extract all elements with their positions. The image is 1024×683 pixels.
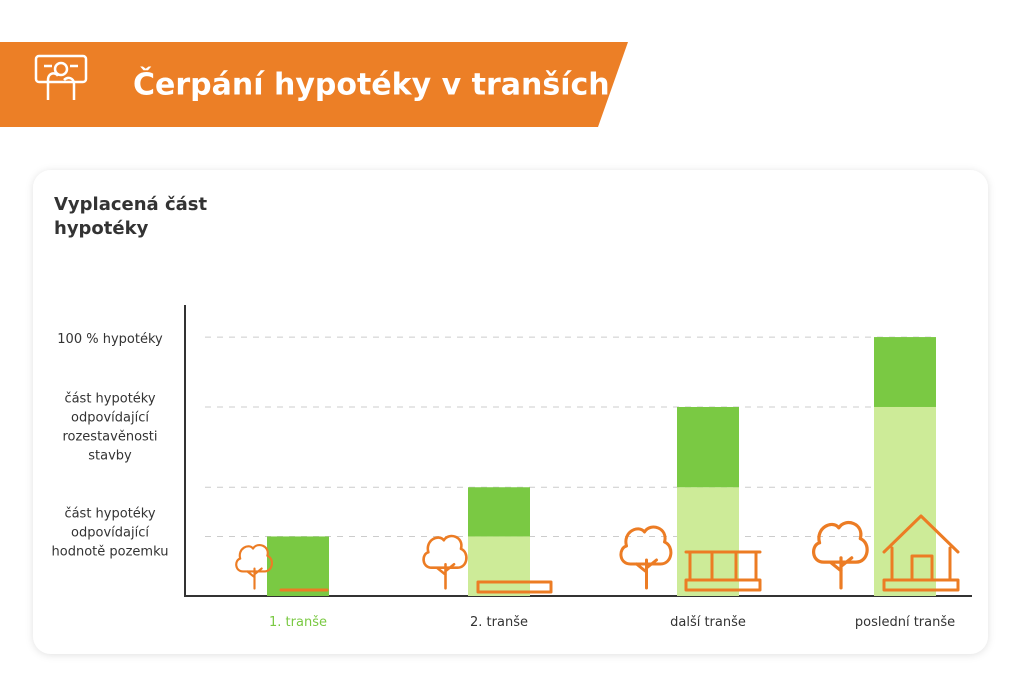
bar-segment — [267, 536, 329, 596]
x-tick-label: poslední tranše — [855, 615, 955, 630]
header-banner — [0, 42, 628, 127]
bar-segment — [677, 406, 739, 488]
bar-segment — [677, 487, 739, 596]
chart-card — [33, 170, 988, 654]
bar-segment — [874, 337, 936, 407]
x-tick-label: další tranše — [670, 615, 746, 630]
y-axis-title-line: hypotéky — [54, 218, 149, 239]
y-axis-title-line: Vyplacená část — [54, 194, 208, 215]
header-title: Čerpání hypotéky v tranších — [133, 66, 610, 103]
header-icon — [34, 54, 88, 100]
y-tick-label: část hypotéky odpovídající rozestavěnosti s… — [62, 391, 157, 463]
x-tick-label: 1. tranše — [269, 615, 327, 630]
y-tick-label: 100 % hypotéky — [57, 332, 163, 347]
construction-icons — [235, 514, 960, 594]
bar-segment — [874, 406, 936, 596]
y-axis-title: Vyplacená část hypotéky — [54, 194, 208, 239]
x-tick-label: 2. tranše — [470, 615, 528, 630]
y-tick-label: část hypotéky odpovídající hodnotě pozemku — [52, 506, 169, 559]
bar-segment — [468, 487, 530, 537]
